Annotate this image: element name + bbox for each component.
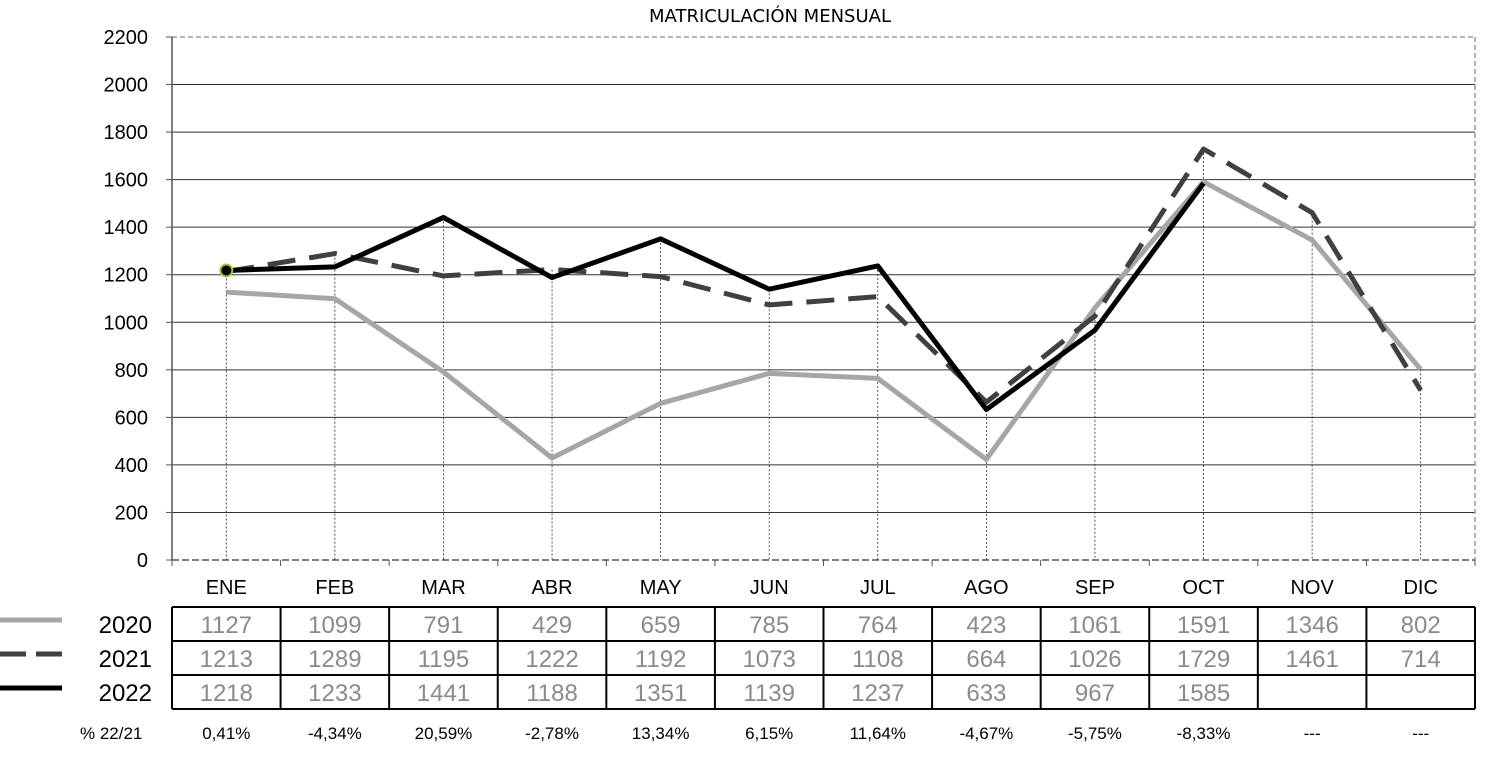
table-cell: 429 [532, 612, 572, 639]
grid-group [171, 36, 1476, 566]
x-tick-label: NOV [1290, 577, 1334, 599]
table-cell: 633 [966, 680, 1006, 707]
y-axis: 0 200 400 600 800 1000 1200 1400 1600 1800 2000 220… [104, 27, 172, 572]
table-cell: 1073 [743, 646, 796, 673]
y-tick-label: 2200 [104, 27, 149, 49]
pct-value: -2,78% [525, 724, 579, 743]
table-cell: 764 [858, 612, 898, 639]
pct-row-label: % 22/21 [80, 724, 142, 743]
table-cell: 1289 [308, 646, 361, 673]
table-cell: 785 [749, 612, 789, 639]
y-tick-label: 1400 [104, 217, 149, 239]
y-tick-label: 400 [115, 455, 148, 477]
table-cell: 1108 [852, 646, 904, 673]
pct-value: 13,34% [632, 724, 690, 743]
chart-title: MATRICULACIÓN MENSUAL [649, 5, 891, 27]
x-tick-label: JUL [860, 577, 896, 599]
table-cell: 1192 [635, 646, 687, 673]
y-tick-label: 200 [115, 502, 148, 524]
pct-value: 6,15% [745, 724, 793, 743]
x-tick-label: ENE [206, 577, 247, 599]
table-cell: 1218 [200, 680, 253, 707]
data-table: 2020 1127 1099 791 429 659 785 764 423 1061 1591 13… [0, 606, 1476, 743]
table-cell: 1441 [417, 680, 470, 707]
x-tick-label: FEB [315, 577, 354, 599]
table-cell: 1729 [1177, 646, 1230, 673]
table-cell: 1026 [1068, 646, 1121, 673]
table-cell: 1591 [1177, 612, 1230, 639]
x-tick-label: ABR [531, 577, 572, 599]
y-tick-label: 1000 [104, 312, 149, 334]
y-tick-label: 600 [115, 407, 148, 429]
x-tick-label: OCT [1182, 577, 1224, 599]
y-tick-label: 2000 [104, 75, 149, 97]
series-line-2021 [225, 146, 1423, 405]
pct-value: -4,34% [308, 724, 362, 743]
x-tick-label: MAY [640, 577, 682, 599]
table-cell: 1461 [1285, 646, 1338, 673]
pct-value: 0,41% [202, 724, 250, 743]
table-cell: 1195 [418, 646, 470, 673]
series-line-2022 [226, 181, 1206, 413]
table-cell: 423 [966, 612, 1006, 639]
table-row-label: 2020 [99, 612, 152, 639]
plot-lines [219, 146, 1423, 462]
pct-value: 11,64% [850, 724, 906, 743]
y-tick-label: 800 [115, 360, 148, 382]
table-row-label: 2021 [99, 646, 152, 673]
table-cell: 1127 [200, 612, 252, 639]
data-point-marker [219, 263, 234, 278]
pct-value: --- [1412, 724, 1429, 743]
table-cell: 1061 [1068, 612, 1121, 639]
x-tick-label: JUN [750, 577, 789, 599]
table-cell: 1139 [743, 680, 795, 707]
table-cell: 967 [1075, 680, 1115, 707]
x-tick-label: SEP [1075, 577, 1115, 599]
pct-value: -4,67% [959, 724, 1013, 743]
table-cell: 1099 [308, 612, 361, 639]
table-cell: 1213 [200, 646, 253, 673]
table-cell: 1222 [525, 646, 578, 673]
table-row-label: 2022 [99, 680, 152, 707]
y-tick-label: 1200 [104, 265, 149, 287]
x-tick-label: MAR [421, 577, 465, 599]
table-cell: 1346 [1285, 612, 1338, 639]
series-line-2020 [226, 179, 1423, 462]
table-cell: 1233 [308, 680, 361, 707]
x-axis: ENE FEB MAR ABR MAY JUN JUL AGO SEP OCT NOV DIC [206, 577, 1438, 599]
table-cell: 714 [1401, 646, 1441, 673]
table-cell: 1351 [634, 680, 687, 707]
x-tick-label: AGO [964, 577, 1008, 599]
x-tick-label: DIC [1403, 577, 1437, 599]
table-cell: 664 [966, 646, 1006, 673]
pct-value: --- [1304, 724, 1321, 743]
pct-value: 20,59% [415, 724, 473, 743]
pct-value: -8,33% [1177, 724, 1231, 743]
table-cell: 1585 [1177, 680, 1230, 707]
pct-value: -5,75% [1068, 724, 1122, 743]
y-tick-label: 0 [137, 550, 148, 572]
table-cell: 659 [641, 612, 681, 639]
table-cell: 1237 [851, 680, 904, 707]
table-cell: 791 [423, 612, 463, 639]
y-tick-label: 1800 [104, 122, 149, 144]
table-cell: 1188 [526, 680, 578, 707]
y-tick-label: 1600 [104, 170, 149, 192]
table-cell: 802 [1401, 612, 1441, 639]
